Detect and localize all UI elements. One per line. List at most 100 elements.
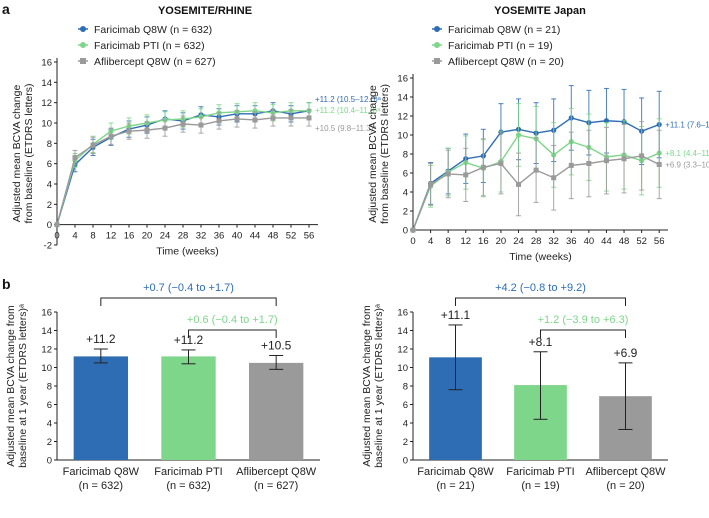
y-tick-label: 14 (397, 326, 408, 337)
bar-value-label: +11.1 (441, 308, 471, 322)
x-tick-label: 48 (268, 231, 279, 242)
category-label: Faricimab PTI (506, 466, 574, 478)
x-tick-label: 28 (531, 236, 542, 247)
y-tick-label: 12 (41, 98, 52, 109)
data-point (428, 182, 433, 187)
category-label: (n = 20) (606, 480, 644, 492)
legend-marker-faricimab_pti (80, 42, 86, 48)
x-axis-label: Time (weeks) (509, 251, 572, 263)
y-tick-label: -2 (44, 241, 52, 252)
series-line-aflibercept_q8w (57, 118, 309, 225)
data-point (551, 175, 556, 180)
y-tick-label: 4 (47, 419, 52, 430)
legend-label-aflibercept_q8w: Aflibercept Q8W (n = 627) (94, 56, 216, 68)
data-point (199, 123, 204, 128)
comparison-bracket (541, 330, 626, 338)
x-tick-label: 0 (54, 231, 59, 242)
x-tick-label: 12 (460, 236, 471, 247)
panel-label-a: a (2, 1, 10, 17)
data-point (639, 153, 644, 158)
x-tick-label: 4 (428, 236, 433, 247)
bar-value-label: +6.9 (614, 346, 638, 360)
x-tick-label: 28 (178, 231, 189, 242)
series-faricimab_pti: +8.1 (4.4–11.7)ᵃ (410, 104, 709, 233)
end-label-aflibercept_q8w: +6.9 (3.3–10.5)ᵃ (665, 160, 709, 169)
legend-marker-faricimab_pti (434, 42, 440, 48)
y-tick-label: 16 (41, 58, 52, 69)
series-aflibercept_q8w: +6.9 (3.3–10.5)ᵃ (411, 122, 709, 233)
y-axis-label: baseline at 1 year (ETDRS letters)ᵃ (17, 304, 29, 468)
data-point (307, 115, 312, 120)
y-tick-label: 12 (41, 345, 52, 356)
data-point (181, 122, 186, 127)
category-label: (n = 627) (254, 480, 298, 492)
data-point (586, 161, 591, 166)
x-tick-label: 12 (106, 231, 117, 242)
comparison-label: +0.6 (−0.4 to +1.7) (187, 314, 278, 326)
bar-value-label: +10.5 (261, 338, 292, 352)
y-axis-label: from baseline (ETDRS letters) (23, 83, 35, 223)
y-axis-label: baseline at 1 year (ETDRS letters)ᵃ (373, 304, 385, 468)
x-tick-label: 32 (548, 236, 559, 247)
y-tick-label: 10 (397, 131, 408, 142)
data-point (569, 163, 574, 168)
x-tick-label: 44 (601, 236, 612, 247)
x-tick-label: 52 (636, 236, 647, 247)
y-tick-label: 10 (397, 363, 408, 374)
x-tick-label: 40 (232, 231, 243, 242)
chart-title: YOSEMITE Japan (494, 5, 586, 17)
line-chart-yosemite-japan: YOSEMITE Japan Faricimab Q8W (n = 21) Fari… (367, 5, 709, 263)
x-tick-label: 20 (142, 231, 153, 242)
y-tick-label: 4 (403, 188, 408, 199)
category-label: (n = 632) (79, 480, 123, 492)
data-point (253, 117, 258, 122)
data-point (516, 182, 521, 187)
y-tick-label: 14 (41, 78, 52, 89)
data-point (622, 156, 627, 161)
data-point (127, 129, 132, 134)
y-tick-label: 12 (397, 345, 408, 356)
legend-label-aflibercept_q8w: Aflibercept Q8W (n = 20) (448, 56, 564, 68)
legend-label-faricimab_q8w: Faricimab Q8W (n = 21) (448, 24, 560, 36)
data-point (534, 168, 539, 173)
bar-faricimab_q8w (74, 356, 128, 460)
data-point (109, 134, 114, 139)
x-tick-label: 20 (496, 236, 507, 247)
category-label: Faricimab Q8W (63, 466, 140, 478)
legend-label-faricimab_q8w: Faricimab Q8W (n = 632) (94, 24, 212, 36)
data-point (604, 158, 609, 163)
y-axis-label: Adjusted mean BCVA change (11, 85, 23, 223)
data-point (271, 115, 276, 120)
data-point (289, 115, 294, 120)
comparison-label: +4.2 (−0.8 to +9.2) (495, 282, 586, 294)
x-tick-label: 8 (446, 236, 451, 247)
x-tick-label: 24 (160, 231, 171, 242)
legend-label-faricimab_pti: Faricimab PTI (n = 19) (448, 40, 553, 52)
y-tick-label: 2 (47, 200, 52, 211)
legend-marker-faricimab_q8w (80, 26, 86, 32)
y-tick-label: 2 (403, 437, 408, 448)
data-point (411, 228, 416, 233)
bar-value-label: +11.2 (86, 332, 116, 346)
x-axis-label: Time (weeks) (156, 246, 219, 258)
x-tick-label: 36 (214, 231, 225, 242)
x-tick-label: 48 (619, 236, 630, 247)
series-aflibercept_q8w: +10.5 (9.8–11.3)ᵃ (55, 110, 378, 227)
comparison-bracket (101, 298, 276, 306)
x-tick-label: 52 (286, 231, 297, 242)
category-label: (n = 632) (166, 480, 210, 492)
bar-faricimab_pti (161, 356, 215, 460)
y-tick-label: 6 (403, 400, 408, 411)
data-point (446, 171, 451, 176)
y-tick-label: 6 (47, 159, 52, 170)
y-tick-label: 2 (403, 207, 408, 218)
y-tick-label: 2 (47, 437, 52, 448)
y-tick-label: 16 (397, 74, 408, 85)
y-tick-label: 14 (397, 93, 408, 104)
x-tick-label: 0 (410, 236, 415, 247)
category-label: (n = 19) (521, 480, 559, 492)
x-tick-label: 56 (304, 231, 315, 242)
